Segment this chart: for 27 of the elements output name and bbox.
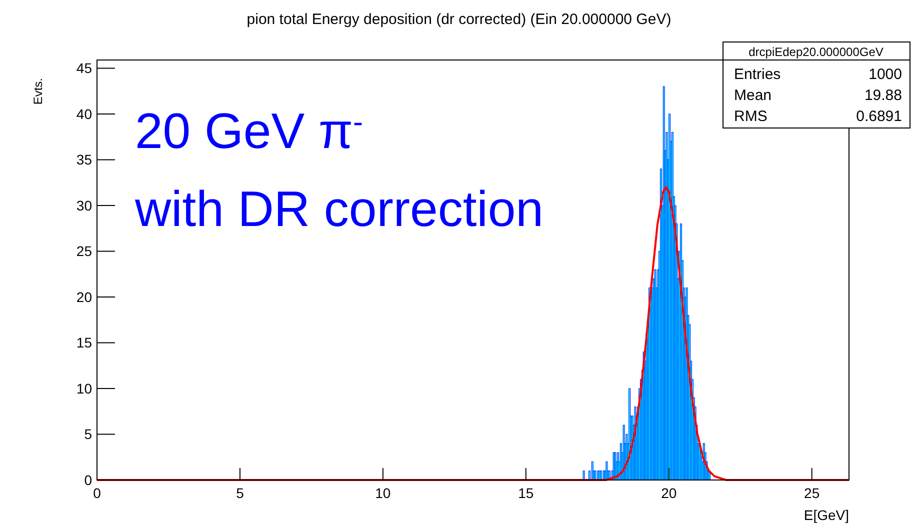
- y-tick-label: 40: [76, 106, 92, 122]
- x-tick-label: 10: [375, 485, 391, 501]
- annotation: Entries: [734, 66, 781, 83]
- y-tick-label: 35: [76, 152, 92, 168]
- y-tick-label: 30: [76, 197, 92, 214]
- y-tick-label: 0: [84, 472, 92, 488]
- y-tick-label: 45: [76, 60, 92, 76]
- y-tick-label: 10: [76, 380, 92, 396]
- x-tick-label: 20: [661, 485, 677, 501]
- x-tick-label: 25: [804, 485, 820, 501]
- annotation: 20 GeV π$^{-}$: [135, 103, 363, 159]
- annotation: Mean: [734, 87, 772, 104]
- y-tick-label: 5: [84, 426, 92, 442]
- y-tick-label: 15: [76, 334, 92, 351]
- y-tick-label: 25: [76, 243, 92, 260]
- annotation: RMS: [734, 108, 768, 125]
- x-tick-label: 15: [518, 485, 534, 501]
- y-tick-label: 20: [76, 288, 92, 305]
- text: 1000: [868, 66, 902, 83]
- annotation: with DR correction: [134, 181, 544, 237]
- x-tick-label: 5: [236, 485, 244, 501]
- x-axis-title: E[GeV]: [804, 507, 849, 523]
- y-axis-title: Evts.: [31, 78, 45, 105]
- text: 19.88: [864, 87, 902, 104]
- chart-title: pion total Energy deposition (dr corrected) (Ein 20.000000 GeV): [246, 11, 672, 28]
- text: 0.6891: [856, 108, 902, 125]
- text: drcpiEdep20.000000GeV: [748, 45, 884, 59]
